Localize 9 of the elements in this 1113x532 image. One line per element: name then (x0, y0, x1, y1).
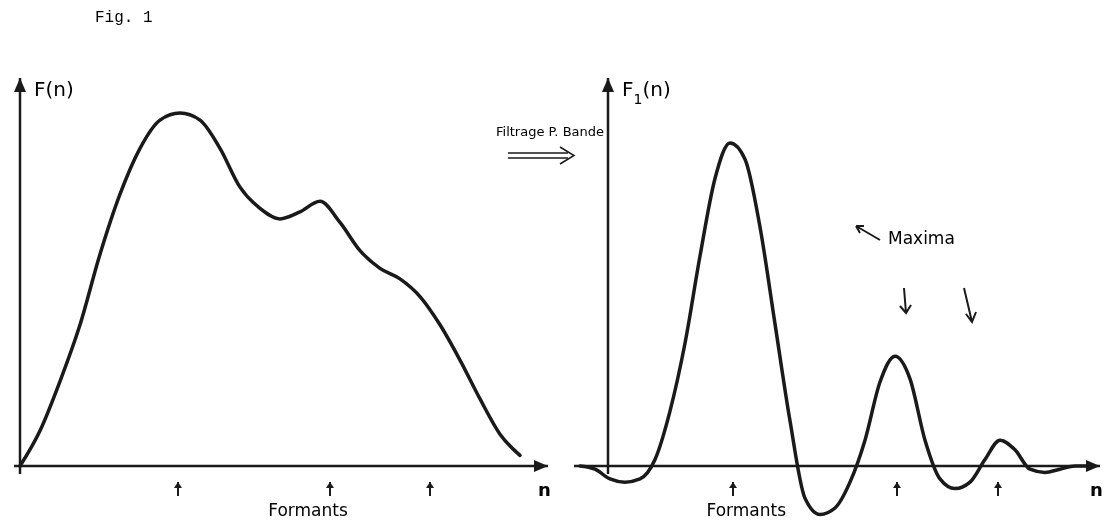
annotation: Maxima (888, 228, 955, 248)
text: Formants (268, 500, 348, 520)
x-axis-title: n (538, 479, 551, 500)
annotation: Formants (706, 500, 787, 520)
y-axis-title: F(n) (34, 77, 74, 101)
x-axis-title: n (1090, 479, 1103, 500)
chart-title: Fig. 1 (95, 9, 153, 27)
annotation: Filtrage P. Bande (496, 124, 604, 139)
y-axis-title: F$_{1}$(n) (622, 77, 671, 107)
